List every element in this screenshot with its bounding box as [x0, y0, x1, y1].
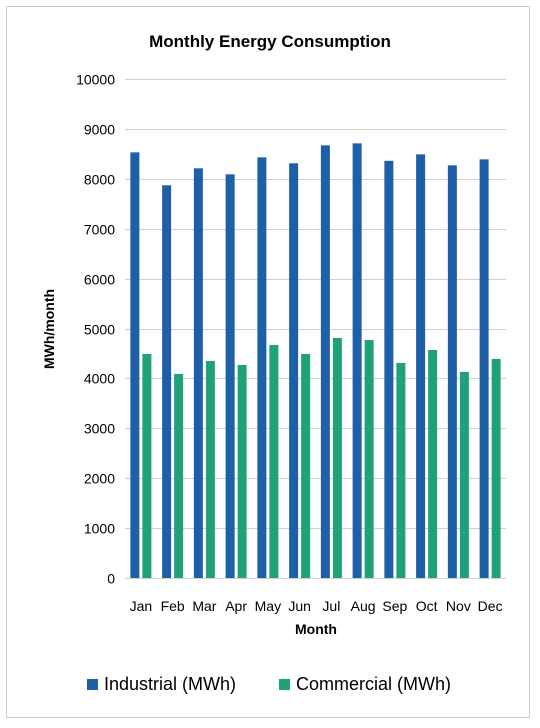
- bar-commercial-jun: [301, 353, 311, 578]
- x-tick-label: Apr: [225, 598, 247, 614]
- bar-industrial-sep: [384, 160, 394, 578]
- x-tick-label: Jan: [130, 598, 153, 614]
- bar-commercial-may: [269, 344, 279, 578]
- chart-title: Monthly Energy Consumption: [149, 32, 391, 51]
- bar-commercial-feb: [174, 373, 184, 578]
- bar-commercial-oct: [428, 349, 438, 578]
- x-axis-title: Month: [295, 621, 337, 637]
- y-tick-label: 7000: [84, 222, 115, 238]
- bar-industrial-aug: [352, 143, 362, 578]
- y-tick-label: 5000: [84, 322, 115, 338]
- y-tick-label: 10000: [76, 72, 115, 88]
- bar-commercial-dec: [491, 358, 501, 578]
- bar-industrial-mar: [193, 168, 203, 579]
- bar-industrial-feb: [162, 185, 172, 579]
- bar-industrial-nov: [447, 165, 457, 578]
- gridlines: [125, 79, 506, 579]
- bar-industrial-jun: [289, 163, 299, 578]
- bars: [130, 143, 501, 579]
- bar-industrial-apr: [225, 174, 235, 578]
- x-tick-label: Jul: [322, 598, 340, 614]
- x-tick-label: Sep: [382, 598, 407, 614]
- x-tick-label: Oct: [416, 598, 438, 614]
- legend-swatch-commercial: [279, 679, 290, 690]
- bar-commercial-jan: [142, 353, 152, 578]
- bar-commercial-jul: [332, 337, 342, 578]
- x-tick-label: Nov: [446, 598, 471, 614]
- bar-commercial-mar: [205, 360, 215, 578]
- y-tick-label: 3000: [84, 421, 115, 437]
- legend: Industrial (MWh) Commercial (MWh): [87, 674, 451, 694]
- legend-label-industrial: Industrial (MWh): [104, 674, 236, 694]
- x-tick-label: Jun: [288, 598, 311, 614]
- bar-commercial-apr: [237, 364, 247, 578]
- bar-industrial-jan: [130, 152, 140, 578]
- x-axis-ticks: Jan Feb Mar Apr May Jun Jul Aug Sep Oct Nov Dec: [130, 598, 503, 614]
- y-tick-label: 2000: [84, 471, 115, 487]
- bar-industrial-oct: [416, 154, 426, 578]
- bar-commercial-sep: [396, 362, 406, 578]
- bar-chart: Monthly Energy Consumption 0 1000 2000 3000…: [41, 32, 506, 694]
- bar-industrial-jul: [320, 145, 330, 578]
- x-tick-label: Aug: [351, 598, 376, 614]
- bar-industrial-dec: [479, 159, 489, 579]
- x-tick-label: Feb: [161, 598, 185, 614]
- bar-commercial-nov: [459, 371, 469, 578]
- x-tick-label: May: [255, 598, 281, 614]
- y-tick-label: 8000: [84, 172, 115, 188]
- x-tick-label: Dec: [478, 598, 503, 614]
- y-tick-label: 1000: [84, 521, 115, 537]
- bar-commercial-aug: [364, 339, 374, 578]
- y-tick-label: 0: [107, 571, 115, 587]
- x-tick-label: Mar: [192, 598, 216, 614]
- legend-label-commercial: Commercial (MWh): [296, 674, 451, 694]
- y-axis-title: MWh/month: [41, 289, 57, 369]
- y-tick-label: 4000: [84, 371, 115, 387]
- chart-frame: Monthly Energy Consumption 0 1000 2000 3000…: [6, 6, 530, 718]
- y-tick-label: 6000: [84, 272, 115, 288]
- bar-industrial-may: [257, 157, 267, 578]
- legend-swatch-industrial: [87, 679, 98, 690]
- y-tick-label: 9000: [84, 122, 115, 138]
- y-axis-ticks: 0 1000 2000 3000 4000 5000 6000 7000 8000 9000 100…: [76, 72, 115, 587]
